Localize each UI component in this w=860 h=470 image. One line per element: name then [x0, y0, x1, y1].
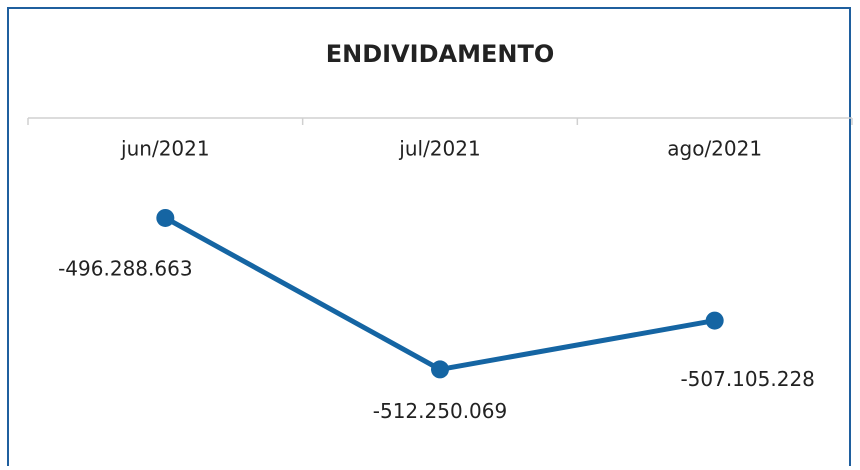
chart-title: ENDIVIDAMENTO [326, 40, 554, 68]
data-label: -507.105.228 [680, 367, 814, 391]
data-point [431, 360, 449, 379]
x-tick-label: jun/2021 [120, 137, 210, 161]
data-point [705, 311, 724, 330]
data-point [156, 208, 175, 227]
data-label: -512.250.069 [373, 399, 507, 423]
chart-frame [7, 7, 851, 470]
x-tick-label: ago/2021 [667, 137, 762, 161]
data-label: -496.288.663 [58, 256, 192, 280]
x-tick-label: jul/2021 [398, 137, 480, 161]
